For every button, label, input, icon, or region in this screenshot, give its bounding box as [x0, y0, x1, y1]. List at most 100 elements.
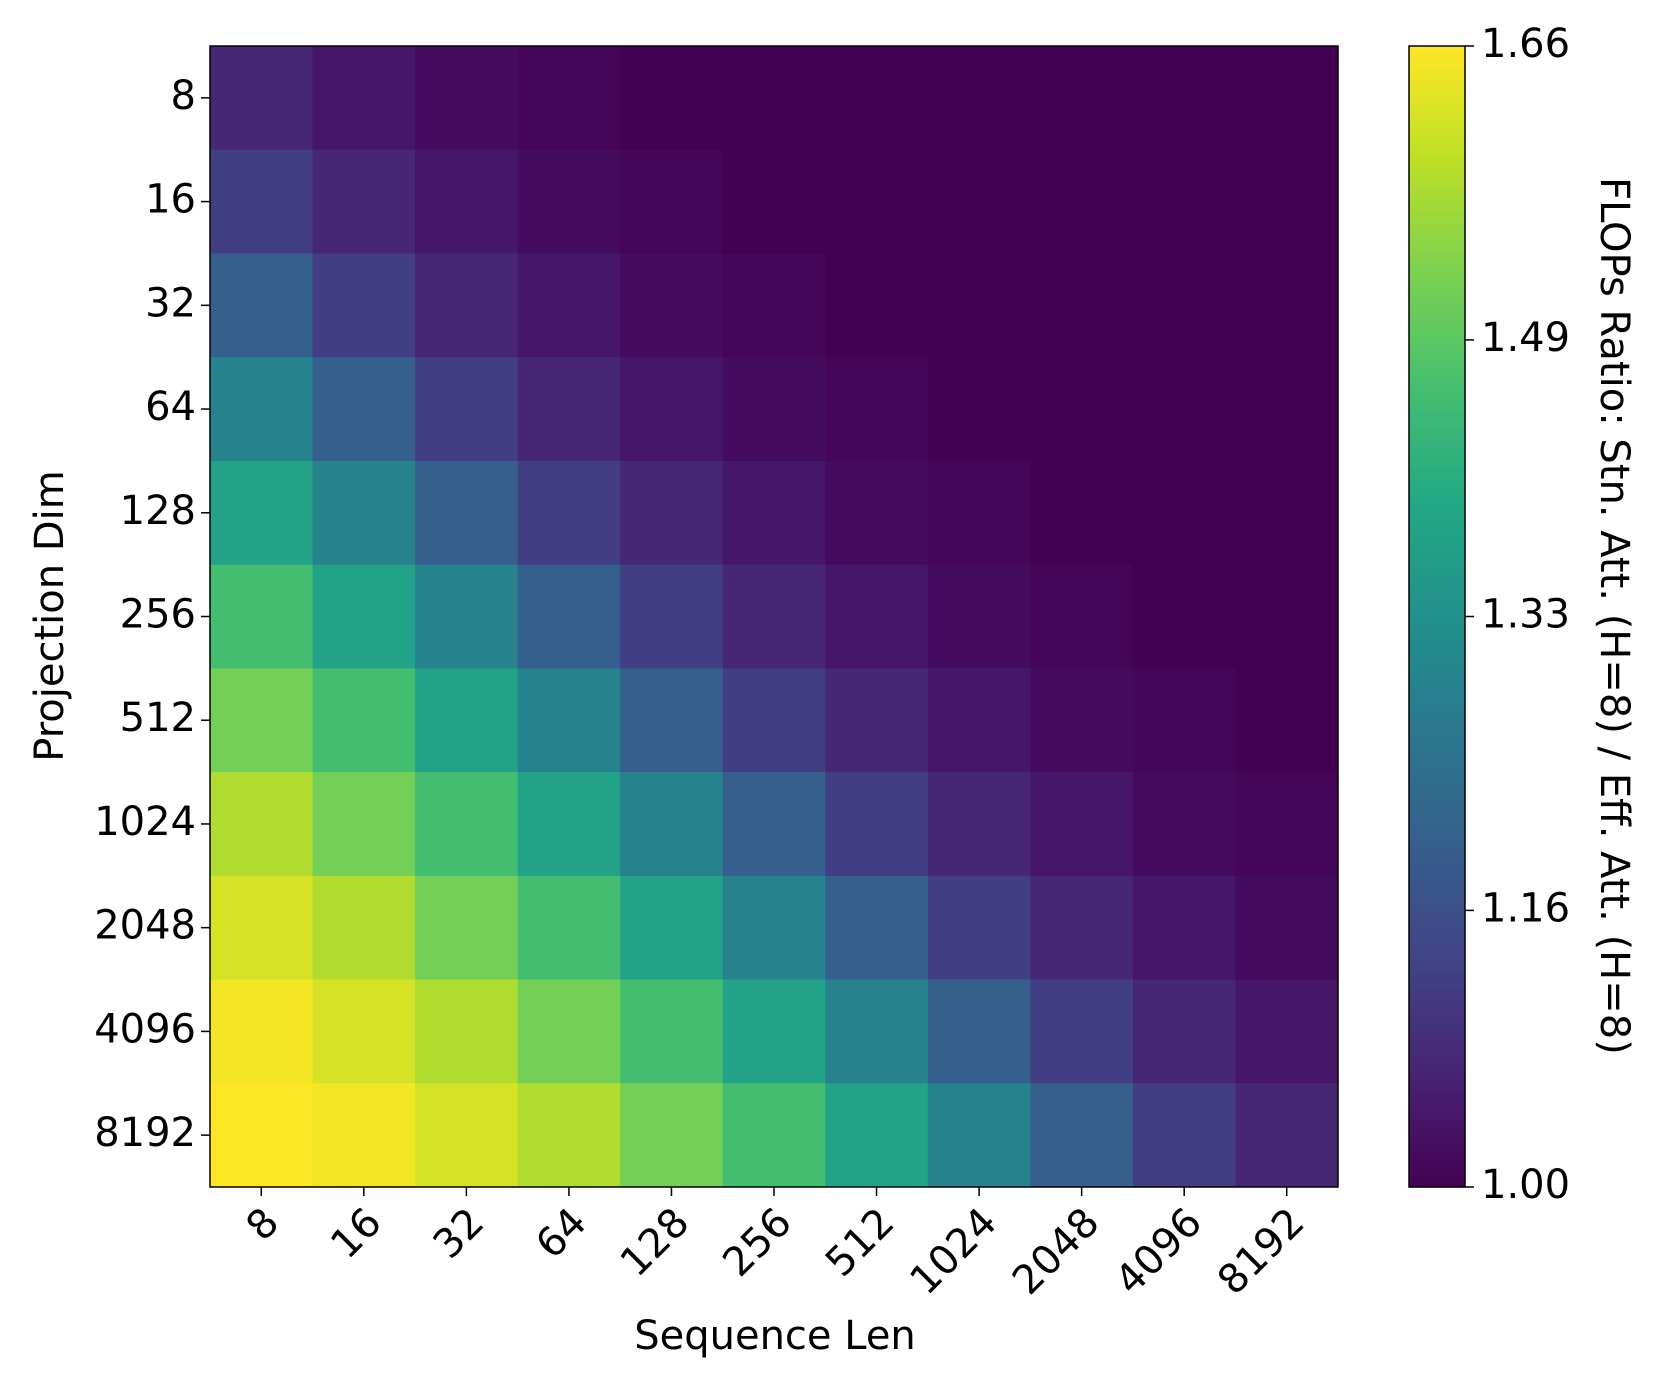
heatmap-cell: [825, 772, 929, 877]
x-tick-label: 8: [238, 1199, 289, 1250]
colorbar-segment: [1409, 964, 1465, 971]
colorbar-segment: [1409, 987, 1465, 994]
heatmap-cell: [312, 979, 416, 1084]
colorbar-segment: [1409, 565, 1465, 572]
heatmap-cell: [927, 1083, 1031, 1188]
heatmap-cell: [210, 460, 314, 566]
colorbar-segment: [1409, 268, 1465, 275]
heatmap-cell: [722, 460, 826, 566]
colorbar-segment: [1409, 359, 1465, 367]
heatmap-cell: [1030, 460, 1134, 566]
colorbar-segment: [1409, 690, 1465, 697]
colorbar-segment: [1409, 148, 1465, 155]
colorbar-tick-label: 1.16: [1481, 885, 1570, 931]
colorbar-segment: [1409, 759, 1465, 766]
heatmap-cell: [620, 875, 724, 981]
heatmap-cell: [1132, 460, 1236, 566]
colorbar-segment: [1409, 764, 1465, 772]
heatmap-cell: [620, 357, 724, 462]
heatmap-cell: [1030, 357, 1134, 462]
heatmap-cell: [1235, 460, 1339, 566]
colorbar-segment: [1409, 673, 1465, 680]
colorbar-segment: [1409, 217, 1465, 224]
heatmap-cell: [1030, 46, 1134, 151]
colorbar-segment: [1409, 753, 1465, 760]
colorbar-segment: [1409, 1135, 1465, 1142]
colorbar-segment: [1409, 833, 1465, 840]
colorbar-segment: [1409, 724, 1465, 732]
colorbar-segment: [1409, 1181, 1465, 1188]
colorbar-segment: [1409, 1112, 1465, 1120]
x-tick-label: 4096: [1107, 1199, 1212, 1304]
colorbar-segment: [1409, 1118, 1465, 1125]
x-tick-label: 512: [817, 1199, 904, 1286]
colorbar-segment: [1409, 667, 1465, 675]
colorbar-segment: [1409, 74, 1465, 81]
colorbar-segment: [1409, 935, 1465, 943]
heatmap-cell: [722, 668, 826, 773]
colorbar-segment: [1409, 850, 1465, 857]
heatmap-cell: [415, 1083, 519, 1188]
heatmap-cell: [415, 460, 519, 566]
heatmap-cell: [1030, 772, 1134, 877]
colorbar-segment: [1409, 336, 1465, 344]
colorbar-segment: [1409, 776, 1465, 783]
heatmap-cell: [825, 460, 929, 566]
y-tick-label: 1024: [94, 799, 196, 845]
heatmap-cell: [415, 46, 519, 151]
heatmap-cell: [1235, 46, 1339, 151]
heatmap-cell: [210, 46, 314, 151]
heatmap-cell: [210, 1083, 314, 1188]
heatmap-cell: [312, 668, 416, 773]
y-tick-label: 128: [120, 488, 196, 534]
heatmap-cell: [927, 772, 1031, 877]
colorbar-segment: [1409, 553, 1465, 561]
heatmap-cell: [620, 253, 724, 358]
heatmap-cell: [312, 460, 416, 566]
colorbar-segment: [1409, 456, 1465, 464]
colorbar-segment: [1409, 810, 1465, 817]
colorbar-segment: [1409, 297, 1465, 304]
colorbar-segment: [1409, 194, 1465, 201]
colorbar-segment: [1409, 570, 1465, 578]
colorbar-segment: [1409, 1015, 1465, 1023]
colorbar-segment: [1409, 1175, 1465, 1182]
colorbar-segment: [1409, 679, 1465, 686]
heatmap-cell: [517, 357, 621, 462]
colorbar-segment: [1409, 650, 1465, 658]
colorbar-segment: [1409, 160, 1465, 167]
colorbar-segment: [1409, 616, 1465, 623]
colorbar-segment: [1409, 896, 1465, 903]
heatmap-cell: [825, 357, 929, 462]
colorbar-segment: [1409, 439, 1465, 446]
x-tick-label: 32: [425, 1199, 494, 1268]
colorbar-segment: [1409, 68, 1465, 76]
colorbar-segment: [1409, 645, 1465, 652]
heatmap-cell: [722, 46, 826, 151]
colorbar-segment: [1409, 1084, 1465, 1091]
heatmap-cell: [415, 772, 519, 877]
heatmap-cell: [517, 253, 621, 358]
heatmap-cell: [927, 564, 1031, 669]
heatmap-cell: [825, 564, 929, 669]
heatmap-cell: [1030, 668, 1134, 773]
heatmap-cell: [722, 772, 826, 877]
colorbar-segment: [1409, 1152, 1465, 1160]
heatmap-cell: [927, 149, 1031, 254]
colorbar-segment: [1409, 120, 1465, 127]
colorbar-tick-label: 1.33: [1481, 592, 1570, 638]
colorbar-segment: [1409, 1164, 1465, 1171]
heatmap-cell: [312, 772, 416, 877]
colorbar-segment: [1409, 314, 1465, 321]
colorbar-segment: [1409, 781, 1465, 789]
colorbar-segment: [1409, 388, 1465, 395]
y-axis-label: Projection Dim: [27, 470, 73, 761]
heatmap-cell: [210, 772, 314, 877]
colorbar-segment: [1409, 639, 1465, 646]
colorbar-segment: [1409, 428, 1465, 435]
colorbar-segment: [1409, 85, 1465, 93]
heatmap-cell: [620, 772, 724, 877]
colorbar-segment: [1409, 1055, 1465, 1063]
colorbar-segment: [1409, 958, 1465, 966]
